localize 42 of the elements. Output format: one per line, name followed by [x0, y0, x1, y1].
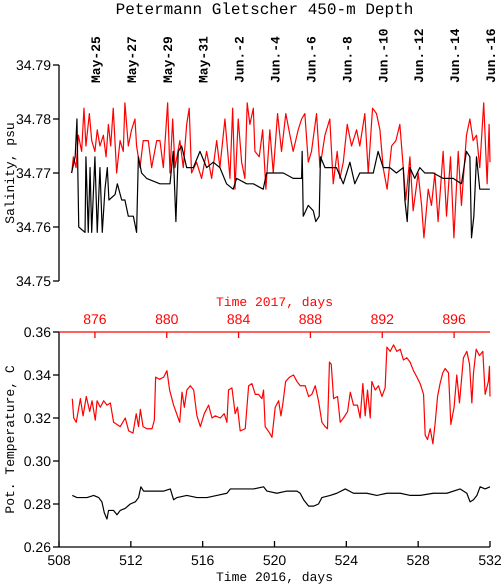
x-tick-label: May-29 — [160, 36, 176, 83]
x-axis-title: Time 2016, days — [216, 570, 334, 585]
chart-title: Petermann Gletscher 450-m Depth — [116, 1, 414, 19]
x2-tick-label: 888 — [298, 311, 322, 327]
x-tick-label: Jun.-8 — [340, 36, 356, 83]
line-series — [72, 486, 491, 520]
x-tick-label: Jun.-10 — [376, 28, 392, 83]
y-tick-label: 34.76 — [16, 218, 52, 235]
y-tick-label: 0.30 — [24, 452, 52, 469]
x2-tick-label: 884 — [226, 311, 250, 327]
x2-tick-label: 892 — [370, 311, 394, 327]
x-tick-label: May-25 — [88, 36, 104, 83]
y-tick-label: 0.36 — [24, 324, 52, 340]
x-tick-label: Jun.-6 — [304, 36, 320, 83]
y-axis-title: Salinity, psu — [3, 122, 18, 224]
y-tick-label: 0.28 — [24, 496, 52, 512]
y-tick-label: 34.75 — [16, 272, 52, 289]
x2-tick-label: 876 — [83, 311, 107, 327]
x-tick-label: Jun.-14 — [448, 28, 464, 83]
x2-tick-label: 880 — [155, 311, 179, 327]
y-tick-label: 0.32 — [24, 410, 52, 426]
x2-tick-label: 896 — [442, 311, 466, 327]
x-tick-label: May-31 — [196, 36, 212, 83]
x-tick-label: 520 — [262, 552, 286, 568]
y-tick-label: 34.79 — [16, 56, 52, 73]
x-tick-label: Jun.-16 — [484, 28, 499, 83]
y-tick-label: 34.78 — [16, 110, 52, 127]
x-tick-label: 524 — [334, 552, 358, 568]
x-tick-label: 516 — [190, 552, 215, 568]
x-tick-label: 528 — [406, 552, 430, 568]
y-tick-label: 0.26 — [24, 538, 52, 555]
x-tick-label: May-27 — [124, 36, 140, 83]
x-tick-label: 508 — [47, 552, 71, 568]
x-tick-label: Jun.-2 — [232, 36, 248, 83]
y-tick-label: 0.34 — [24, 366, 52, 383]
x-tick-label: 512 — [119, 552, 143, 568]
x2-axis-title: Time 2017, days — [216, 295, 334, 310]
x-tick-label: Jun.-12 — [412, 28, 428, 83]
y-axis-title: Pot. Temperature, C — [3, 365, 18, 514]
x-tick-label: 532 — [478, 552, 502, 568]
x-tick-label: Jun.-4 — [268, 36, 284, 83]
y-tick-label: 34.77 — [16, 164, 52, 181]
